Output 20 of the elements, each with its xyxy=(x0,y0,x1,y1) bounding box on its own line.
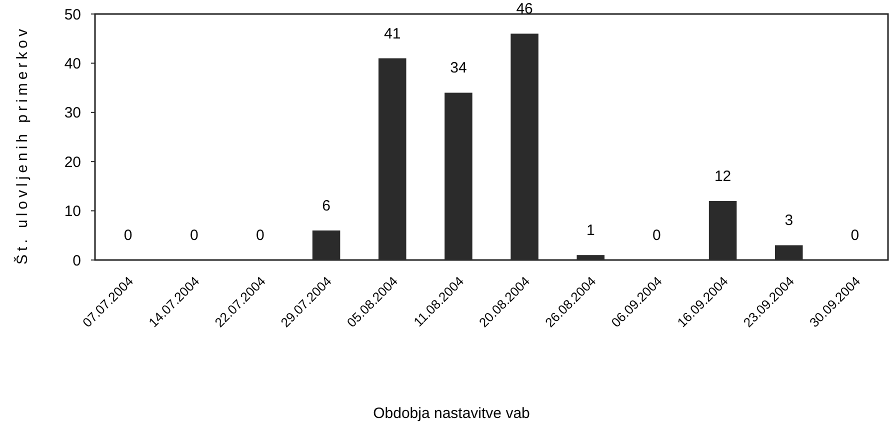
data-label: 0 xyxy=(190,227,198,244)
y-tick-label: 50 xyxy=(64,6,81,24)
y-axis-title: Št. ulovljenih primerkov xyxy=(13,25,31,265)
y-tick-label: 10 xyxy=(64,203,81,220)
data-label: 46 xyxy=(516,0,533,18)
y-tick-label: 30 xyxy=(64,104,81,122)
data-label: 34 xyxy=(450,60,467,77)
data-label: 1 xyxy=(586,222,595,240)
y-tick-label: 20 xyxy=(64,154,81,171)
x-axis-title: Obdobja nastavitve vab xyxy=(373,405,530,422)
y-tick-label: 40 xyxy=(64,55,81,72)
data-label: 6 xyxy=(322,197,330,214)
data-label: 0 xyxy=(652,227,661,244)
data-label: 41 xyxy=(384,25,401,42)
data-label: 0 xyxy=(256,227,264,244)
data-label: 0 xyxy=(850,227,860,244)
data-label: 12 xyxy=(714,168,732,185)
data-label: 0 xyxy=(124,227,132,244)
y-tick-label: 0 xyxy=(72,252,81,270)
data-label: 3 xyxy=(784,212,794,230)
